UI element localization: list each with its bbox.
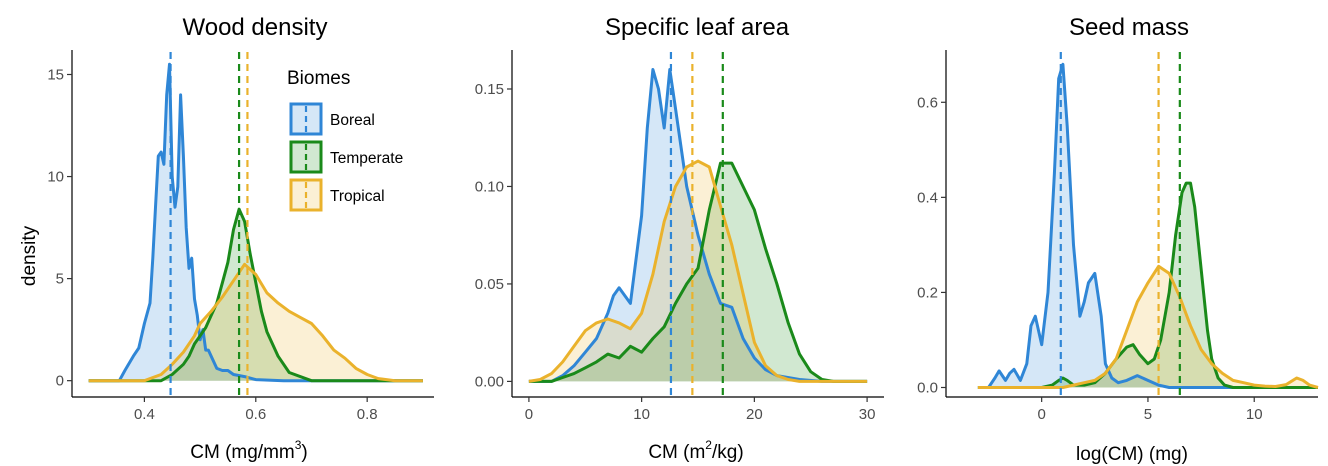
- x-tick-label: 5: [1144, 406, 1152, 423]
- x-tick-label: 10: [1246, 406, 1263, 423]
- panel-seed-mass: Seed mass 0 5 10 0.0 0.2 0.4 0.6 log(CM) (mg): [917, 14, 1319, 465]
- legend-title: Biomes: [287, 68, 350, 89]
- legend-item-tropical: Tropical: [289, 178, 385, 212]
- plot-area: 0.4 0.6 0.8 0 5 10 15: [47, 50, 434, 423]
- x-tick-label: 0.4: [134, 406, 155, 423]
- legend: Biomes Boreal Temperate Tropical: [287, 68, 403, 212]
- x-tick-label: 20: [746, 406, 763, 423]
- density-fill-boreal: [528, 69, 868, 382]
- y-tick-label: 0.05: [475, 276, 504, 293]
- y-tick-label: 10: [47, 169, 64, 186]
- x-tick-label: 0.6: [245, 406, 266, 423]
- panel-wood-density: Wood density 0.4 0.6 0.8 0 5 10 15 CM (mg/mm3): [47, 14, 434, 463]
- legend-label: Boreal: [330, 112, 375, 129]
- density-fill-tropical: [88, 264, 423, 381]
- x-tick-label: 30: [859, 406, 876, 423]
- panel-title: Specific leaf area: [605, 14, 790, 41]
- y-tick-label: 0: [56, 373, 64, 390]
- y-tick-label: 0.15: [475, 81, 504, 98]
- density-fill-tropical: [528, 161, 868, 382]
- density-line-tropical: [528, 159, 868, 383]
- plot-area: 0 10 20 30 0.00 0.05 0.10 0.15: [475, 50, 884, 423]
- x-tick-label: 10: [633, 406, 650, 423]
- density-fill-boreal: [88, 64, 423, 381]
- y-tick-label: 0.0: [917, 379, 938, 396]
- panel-title: Seed mass: [1069, 14, 1189, 41]
- x-axis-label: CM (m2/kg): [648, 438, 743, 463]
- legend-label: Tropical: [330, 188, 385, 205]
- density-fill-temperate: [528, 163, 868, 382]
- y-tick-label: 5: [56, 271, 64, 288]
- y-tick-label: 15: [47, 66, 64, 83]
- density-line-temperate: [88, 207, 423, 383]
- legend-item-temperate: Temperate: [289, 140, 403, 174]
- plot-area: 0 5 10 0.0 0.2 0.4 0.6: [917, 50, 1319, 423]
- legend-item-boreal: Boreal: [289, 102, 375, 136]
- density-fill-boreal: [977, 64, 1318, 388]
- x-axis-label: log(CM) (mg): [1076, 444, 1188, 465]
- x-tick-label: 0: [1037, 406, 1045, 423]
- y-tick-label: 0.10: [475, 178, 504, 195]
- density-line-tropical: [88, 262, 423, 383]
- y-tick-label: 0.6: [917, 94, 938, 111]
- legend-label: Temperate: [330, 150, 403, 167]
- x-axis-label: CM (mg/mm3): [190, 438, 308, 463]
- density-line-temperate: [977, 181, 1318, 389]
- density-line-temperate: [528, 161, 868, 383]
- y-tick-label: 0.4: [917, 189, 938, 206]
- panel-specific-leaf-area: Specific leaf area 0 10 20 30 0.00 0.05 0.10 0.…: [475, 14, 884, 463]
- panel-title: Wood density: [183, 14, 328, 41]
- density-line-boreal: [88, 62, 423, 383]
- y-tick-label: 0.2: [917, 284, 938, 301]
- density-line-tropical: [977, 264, 1319, 389]
- x-tick-label: 0: [525, 406, 533, 423]
- y-tick-label: 0.00: [475, 373, 504, 390]
- x-tick-label: 0.8: [357, 406, 378, 423]
- y-axis-label: density: [19, 225, 40, 286]
- density-line-boreal: [528, 68, 868, 383]
- density-fill-temperate: [88, 209, 423, 381]
- density-fill-tropical: [977, 266, 1318, 388]
- density-line-boreal: [977, 62, 1318, 389]
